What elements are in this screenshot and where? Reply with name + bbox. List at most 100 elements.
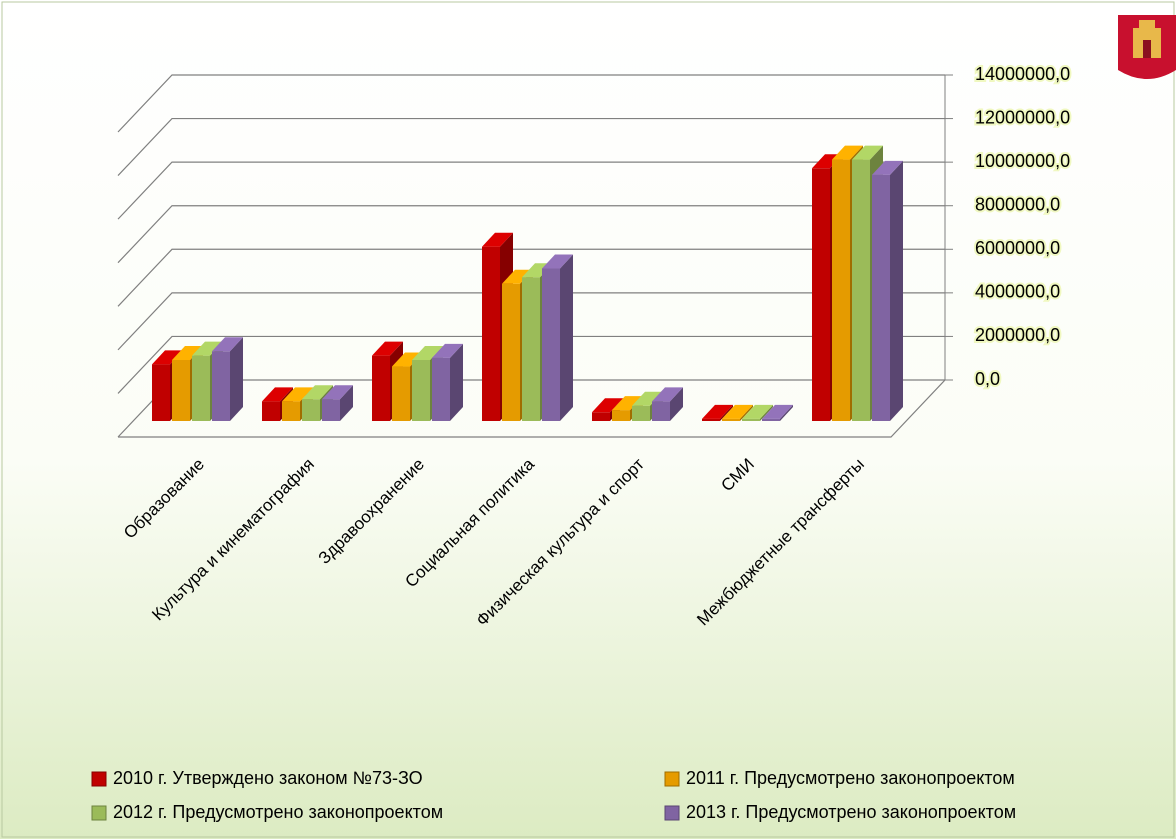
legend-label: 2012 г. Предусмотрено законопроектом [113, 802, 443, 822]
y-tick-label: 12000000,0 [975, 107, 1070, 127]
bar [432, 343, 463, 421]
legend-swatch [91, 771, 107, 787]
bar-front [282, 401, 300, 421]
bar-top [722, 404, 753, 419]
bar-top [282, 387, 313, 402]
legend-label: 2011 г. Предусмотрено законопроектом [686, 768, 1015, 788]
y-tick-label: 8000000,0 [975, 194, 1060, 214]
bar-side [230, 337, 243, 421]
bar-side [720, 404, 733, 421]
y-tick-label: 6000000,0 [975, 238, 1060, 258]
bar-front [392, 366, 410, 421]
grid-line [117, 205, 945, 264]
bar-front [482, 246, 500, 421]
bar-front [212, 351, 230, 421]
bar-top [432, 343, 463, 358]
bar-front [702, 418, 720, 421]
bar-front [742, 418, 760, 421]
bar-top [872, 160, 903, 175]
grid-line [117, 248, 945, 307]
bar-front [522, 277, 540, 421]
bar-front [812, 168, 830, 421]
bar-top [702, 404, 733, 419]
grid-line [117, 335, 945, 394]
legend-swatch [664, 805, 680, 821]
bar-front [852, 159, 870, 422]
bar-top [192, 341, 223, 356]
y-tick-label: 14000000,0 [975, 64, 1070, 84]
bar-side [780, 404, 793, 421]
bar-front [192, 355, 210, 421]
bar-front [302, 399, 320, 421]
emblem [1118, 15, 1176, 79]
bar-front [502, 283, 520, 421]
bar-top [502, 269, 533, 284]
grid-line [117, 161, 945, 220]
bar-top [412, 346, 443, 360]
bar-top [762, 404, 793, 419]
bar-top [482, 232, 513, 247]
bar-side [760, 404, 773, 421]
bar-front [632, 405, 650, 421]
bar-side [450, 343, 463, 421]
bar-top [592, 398, 623, 413]
bar-front [432, 357, 450, 421]
bar [872, 160, 903, 422]
bar [322, 385, 353, 421]
bar-front [762, 418, 780, 421]
legend-swatch [91, 805, 107, 821]
bar [722, 404, 753, 421]
y-tick-label: 2000000,0 [975, 325, 1060, 345]
bar-side [890, 160, 903, 422]
bar-side [560, 254, 573, 421]
bar-front [832, 159, 850, 422]
y-tick-label: 0,0 [975, 369, 1000, 389]
bar-top [632, 391, 663, 406]
bar [652, 387, 683, 421]
bar [742, 404, 773, 421]
bar-side [670, 387, 683, 421]
bar-front [412, 360, 430, 421]
bar [212, 337, 243, 421]
bar [762, 404, 793, 421]
y-tick-label: 10000000,0 [975, 151, 1070, 171]
bar-top [322, 385, 353, 400]
bar-top [172, 346, 203, 360]
bar-front [152, 364, 170, 421]
bar-top [832, 145, 863, 160]
legend-label: 2013 г. Предусмотрено законопроектом [686, 802, 1016, 822]
grid-line [117, 292, 945, 351]
bar-side [340, 385, 353, 421]
grid-line [117, 74, 945, 133]
bar-top [392, 352, 423, 367]
legend-swatch [664, 771, 680, 787]
bar-top [652, 387, 683, 402]
floor-edge [118, 379, 946, 438]
bar-top [152, 350, 183, 365]
bar-top [742, 404, 773, 419]
legend-label: 2010 г. Утверждено законом №73-ЗО [113, 768, 423, 788]
bar-front [612, 410, 630, 421]
bar-top [262, 387, 293, 402]
bar-front [872, 174, 890, 421]
bar-front [542, 268, 560, 421]
bar-front [322, 399, 340, 421]
bar [542, 254, 573, 421]
bar-front [372, 355, 390, 421]
y-tick-label: 4000000,0 [975, 282, 1060, 302]
bar-front [652, 401, 670, 421]
bar-top [612, 396, 643, 411]
bar-top [302, 385, 333, 400]
bar-front [722, 418, 740, 421]
bar-top [372, 341, 403, 356]
bar-top [852, 145, 883, 160]
bar-top [212, 337, 243, 352]
bar [702, 404, 733, 421]
bar-front [172, 360, 190, 421]
bar-front [592, 412, 610, 421]
bar-front [262, 401, 280, 421]
grid-line [117, 117, 945, 176]
bar-top [542, 254, 573, 269]
